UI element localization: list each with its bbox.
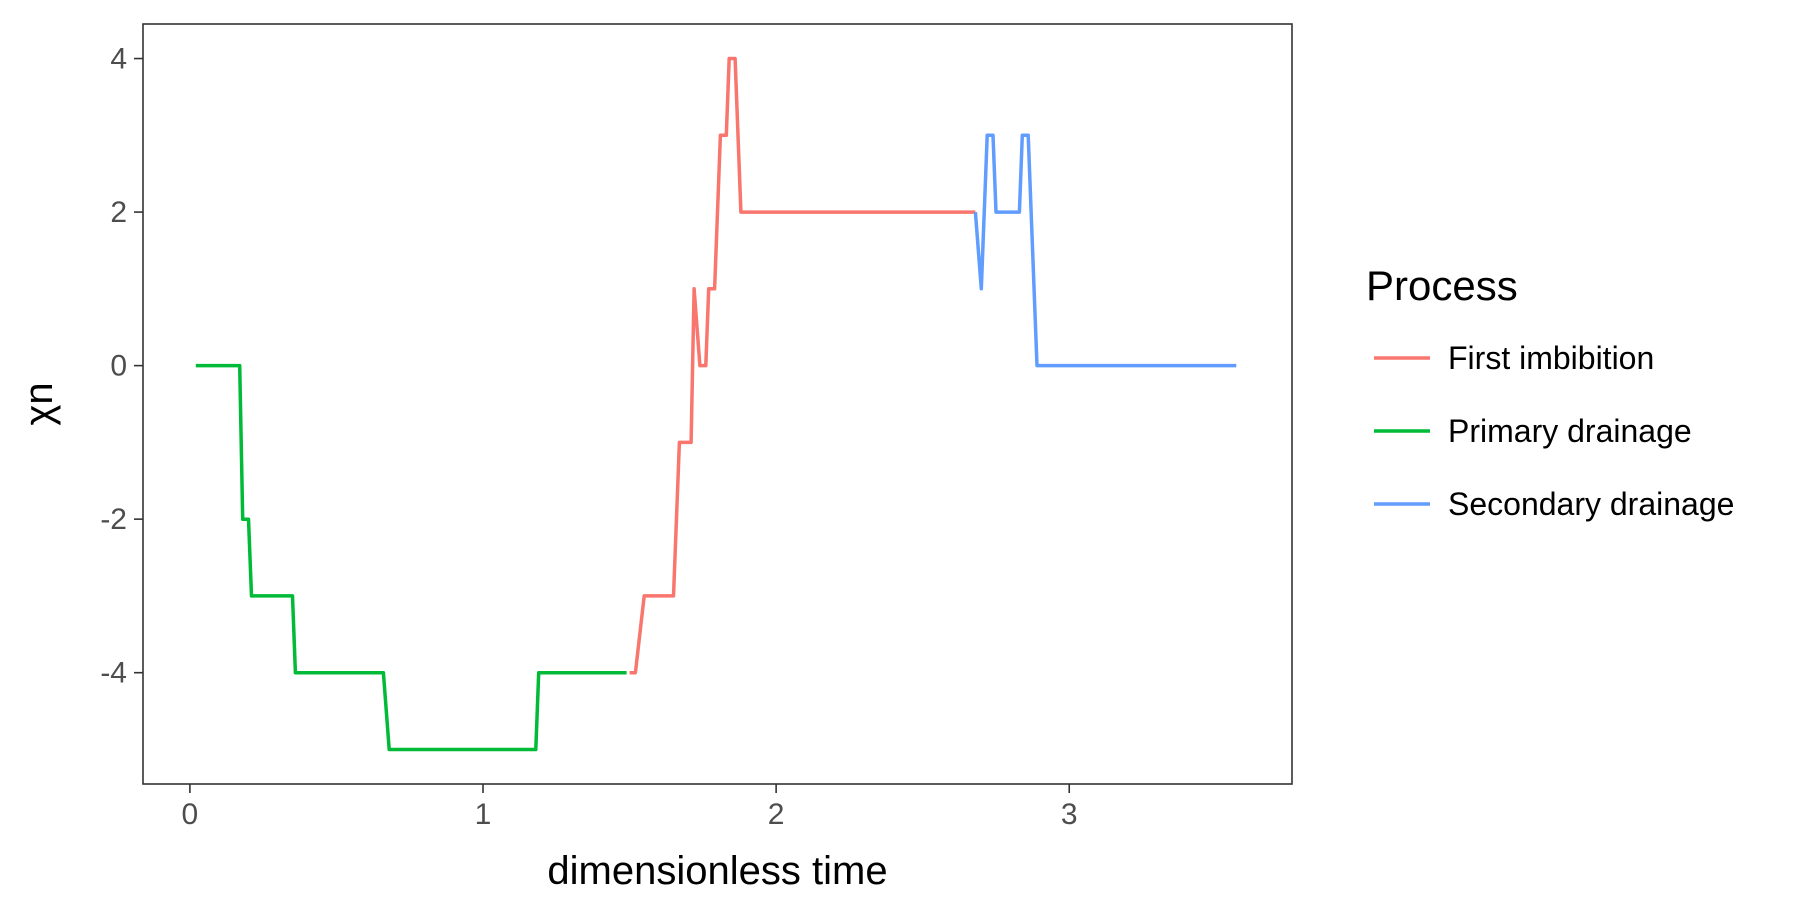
legend: Process First imbibition Primary drainage… bbox=[1366, 262, 1734, 522]
series-layer bbox=[195, 56, 1237, 752]
legend-title: Process bbox=[1366, 262, 1518, 309]
series-line-secondary-drainage bbox=[973, 133, 1237, 368]
legend-items: First imbibition Primary drainage Secondar… bbox=[1374, 340, 1734, 522]
legend-label-secondary-drainage: Secondary drainage bbox=[1448, 486, 1734, 522]
y-tick-label: 0 bbox=[110, 350, 127, 383]
x-tick-label: 1 bbox=[475, 798, 492, 831]
y-tick-label: 4 bbox=[110, 43, 127, 76]
x-tick-label: 0 bbox=[182, 798, 199, 831]
y-tick-label: -2 bbox=[100, 503, 127, 536]
x-tick-label: 3 bbox=[1061, 798, 1078, 831]
series-line-first-imbibition bbox=[629, 56, 976, 675]
legend-item-primary-drainage: Primary drainage bbox=[1374, 413, 1692, 449]
x-axis-title: dimensionless time bbox=[547, 849, 887, 893]
y-axis-title: χn bbox=[17, 382, 61, 425]
y-axis: 4 2 0 -2 -4 bbox=[100, 43, 143, 690]
legend-label-primary-drainage: Primary drainage bbox=[1448, 413, 1692, 449]
y-tick-label: 2 bbox=[110, 196, 127, 229]
y-axis-title-group: χn bbox=[17, 382, 61, 425]
plot-area bbox=[142, 23, 1293, 785]
y-tick-label: -4 bbox=[100, 657, 127, 690]
legend-item-secondary-drainage: Secondary drainage bbox=[1374, 486, 1734, 522]
x-axis: 0 1 2 3 bbox=[182, 784, 1078, 831]
x-tick-label: 2 bbox=[768, 798, 785, 831]
series-line-primary-drainage bbox=[195, 363, 627, 752]
legend-label-first-imbibition: First imbibition bbox=[1448, 340, 1654, 376]
legend-item-first-imbibition: First imbibition bbox=[1374, 340, 1654, 376]
plot-panel-border bbox=[142, 23, 1293, 785]
